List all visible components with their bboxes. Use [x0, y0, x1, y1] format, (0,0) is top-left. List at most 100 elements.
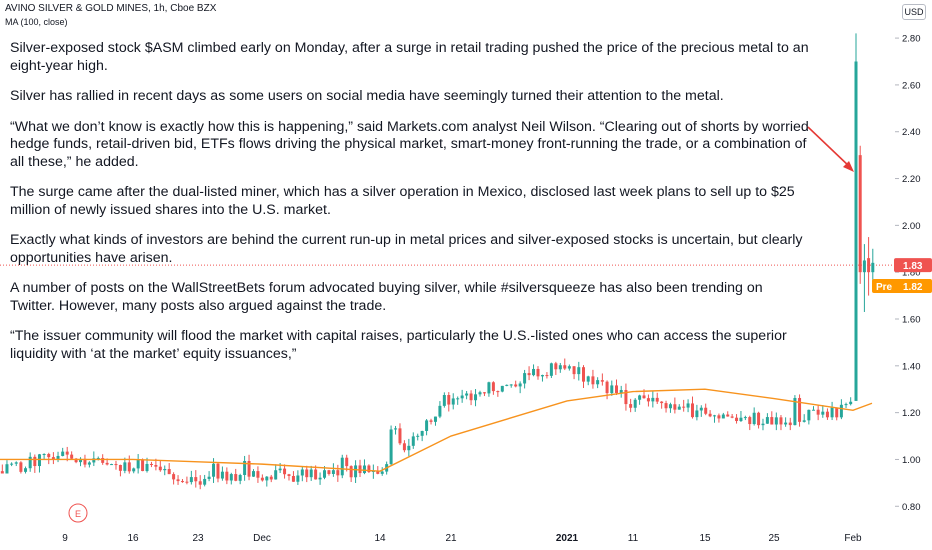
candle-body — [198, 481, 202, 485]
candle-body — [591, 376, 595, 385]
arrow-head — [843, 161, 854, 172]
candle-body — [447, 395, 451, 405]
candle-body — [92, 458, 96, 463]
candle-body — [411, 436, 415, 446]
candle-body — [867, 258, 871, 273]
candle-body — [389, 429, 393, 465]
article-paragraph: Exactly what kinds of investors are behi… — [10, 232, 803, 266]
article-paragraph: “What we don’t know is exactly how this … — [10, 118, 809, 170]
earnings-marker[interactable]: E — [68, 503, 88, 523]
candle-body — [238, 474, 242, 481]
candle-body — [802, 420, 806, 422]
candle-body — [482, 392, 486, 394]
candle-body — [572, 366, 576, 375]
article-paragraph: Silver has rallied in recent days as som… — [10, 88, 724, 104]
candle-body — [695, 410, 699, 418]
candle-body — [514, 384, 518, 387]
last-price-label: 1.83 — [903, 261, 923, 272]
candle-body — [844, 404, 848, 406]
candle-body — [496, 391, 500, 393]
candle-body — [545, 375, 549, 377]
candle-body — [305, 469, 309, 478]
currency-badge[interactable]: USD — [902, 4, 926, 20]
candle-body — [651, 397, 655, 402]
candle-body — [788, 422, 792, 426]
candle-body — [721, 414, 725, 419]
candle-body — [145, 463, 149, 472]
candle-body — [615, 385, 618, 393]
candle-body — [536, 368, 540, 377]
candle-body — [358, 465, 362, 474]
candle-body — [345, 457, 349, 467]
candle-body — [118, 464, 122, 471]
candle-body — [642, 395, 646, 399]
x-axis-ticks: 9 16 23 Dec 14 21 2021 11 15 25 Feb — [62, 533, 862, 544]
candle-body — [567, 366, 571, 369]
x-tick-label: 15 — [699, 533, 711, 544]
candle-body — [141, 459, 145, 472]
candle-body — [682, 406, 686, 408]
candle-body — [234, 474, 238, 481]
candle-body — [123, 462, 127, 471]
candle-body — [203, 478, 207, 485]
candle-body — [487, 382, 491, 394]
y-tick-label: 2.20 — [902, 174, 921, 185]
candle-body — [638, 395, 642, 400]
candle-body — [779, 417, 783, 425]
candle-body — [269, 476, 273, 480]
candle-body — [577, 367, 581, 375]
candle-body — [220, 471, 224, 479]
candle-body — [816, 409, 820, 415]
x-tick-label: 16 — [127, 533, 139, 544]
x-tick-label: Dec — [253, 533, 271, 544]
candle-body — [309, 469, 313, 478]
candle-body — [770, 417, 774, 425]
candle-body — [28, 456, 32, 469]
candle-body — [407, 445, 411, 451]
candle-body — [402, 443, 406, 451]
candle-body — [563, 365, 567, 369]
candle-body — [433, 416, 437, 422]
candle-body — [207, 476, 211, 479]
candle-body — [730, 416, 734, 418]
candle-body — [154, 465, 158, 467]
x-tick-label: 11 — [628, 533, 639, 544]
candle-body — [354, 465, 358, 478]
candle-body — [739, 417, 743, 422]
candle-body — [677, 406, 681, 410]
candle-body — [37, 454, 41, 467]
candle-body — [216, 463, 220, 479]
candle-body — [839, 404, 843, 418]
candle-body — [300, 469, 304, 476]
candle-body — [704, 407, 708, 414]
candle-body — [33, 456, 37, 467]
candle-body — [380, 471, 384, 474]
candle-body — [318, 477, 322, 480]
candle-body — [189, 477, 193, 483]
candle-body — [761, 423, 765, 426]
article-paragraph: The surge came after the dual-listed min… — [10, 184, 795, 218]
candle-body — [793, 397, 797, 426]
candle-body — [717, 415, 721, 419]
candle-body — [624, 390, 628, 405]
candle-body — [825, 411, 829, 418]
candle-body — [167, 468, 171, 475]
candle-body — [509, 384, 513, 386]
ma-legend[interactable]: MA (100, close) — [5, 17, 68, 27]
x-tick-label: 23 — [192, 533, 204, 544]
candle-body — [469, 393, 473, 401]
candle-body — [194, 477, 198, 482]
candle-body — [367, 465, 371, 472]
candle-body — [180, 481, 184, 483]
candle-body — [416, 435, 420, 437]
candle-body — [185, 481, 189, 483]
y-tick-label: 1.20 — [902, 408, 921, 419]
candle-body — [70, 454, 74, 459]
candle-body — [456, 398, 460, 400]
candle-body — [743, 417, 747, 419]
candle-body — [260, 477, 264, 481]
candle-body — [229, 474, 233, 481]
candle-body — [600, 380, 604, 382]
candle-body — [540, 375, 544, 377]
